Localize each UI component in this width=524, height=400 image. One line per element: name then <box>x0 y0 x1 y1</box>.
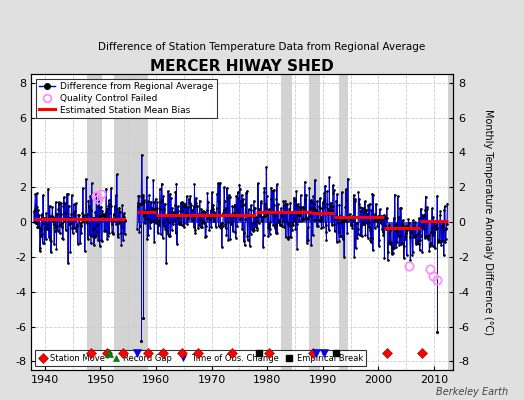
Title: MERCER HIWAY SHED: MERCER HIWAY SHED <box>150 59 334 74</box>
Bar <box>340 74 348 370</box>
Legend: Station Move, Record Gap, Time of Obs. Change, Empirical Break: Station Move, Record Gap, Time of Obs. C… <box>35 350 366 366</box>
Bar <box>281 74 292 370</box>
Text: Difference of Station Temperature Data from Regional Average: Difference of Station Temperature Data f… <box>99 42 425 52</box>
Y-axis label: Monthly Temperature Anomaly Difference (°C): Monthly Temperature Anomaly Difference (… <box>483 109 493 335</box>
Bar <box>114 74 148 370</box>
Bar <box>448 74 453 370</box>
Bar <box>86 74 102 370</box>
Bar <box>309 74 320 370</box>
Text: Berkeley Earth: Berkeley Earth <box>436 387 508 397</box>
